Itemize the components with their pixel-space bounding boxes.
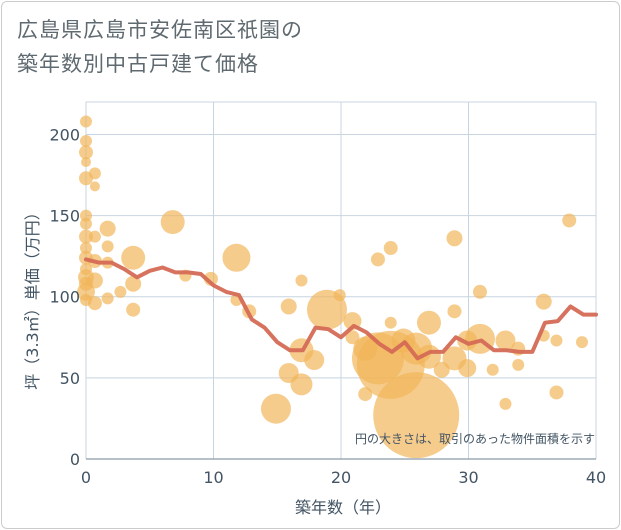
bubble-point (102, 240, 114, 252)
bubble-point (281, 298, 297, 314)
bubble-point (222, 244, 250, 272)
bubble-point (473, 285, 487, 299)
bubble-point (562, 213, 576, 227)
bubble-point (88, 296, 102, 310)
bubble-point (512, 359, 524, 371)
bubble-series (77, 115, 588, 458)
size-annotation: 円の大きさは、取引のあった物件面積を示す (355, 431, 595, 446)
bubble-point (261, 394, 291, 424)
bubble-point (446, 230, 462, 246)
x-tick-label: 40 (586, 468, 606, 487)
chart-grid (86, 102, 596, 459)
x-tick-label: 0 (81, 468, 91, 487)
bubble-point (334, 289, 346, 301)
bubble-point (80, 115, 92, 127)
bubble-point (90, 181, 100, 191)
bubble-point (80, 135, 92, 147)
bubble-point (126, 303, 140, 317)
bubble-point (417, 311, 441, 335)
bubble-point (81, 157, 91, 167)
bubble-point (89, 167, 101, 179)
bubble-point (550, 335, 562, 347)
bubble-point (295, 275, 307, 287)
bubble-point (80, 218, 92, 230)
x-tick-label: 30 (458, 468, 478, 487)
bubble-point (447, 304, 461, 318)
bubble-point (385, 317, 397, 329)
bubble-point (161, 210, 185, 234)
bubble-point (89, 231, 101, 243)
bubble-point (458, 359, 476, 377)
bubble-point (100, 221, 116, 237)
y-tick-label: 200 (49, 125, 80, 144)
bubble-point (121, 246, 145, 270)
price-scatter-chart: 0 10 20 30 40 0 50 100 150 200 円の大きさは、取引のあった物件面積を… (0, 0, 621, 530)
y-tick-label: 100 (49, 288, 80, 307)
y-tick-label: 50 (60, 369, 80, 388)
bubble-point (549, 385, 563, 399)
bubble-point (304, 350, 324, 370)
bubble-point (102, 292, 114, 304)
bubble-point (536, 294, 552, 310)
bubble-point (114, 286, 126, 298)
y-tick-label: 150 (49, 207, 80, 226)
bubble-point (487, 364, 499, 376)
x-tick-label: 20 (331, 468, 351, 487)
bubble-point (576, 336, 588, 348)
x-tick-label: 10 (203, 468, 223, 487)
x-axis-label: 築年数（年） (295, 498, 391, 517)
bubble-point (499, 398, 511, 410)
y-tick-label: 0 (70, 450, 80, 469)
bubble-point (87, 273, 103, 289)
y-axis-label: 坪（3.3㎡）単価（万円） (23, 204, 42, 389)
bubble-point (384, 241, 398, 255)
bubble-point (290, 373, 312, 395)
bubble-point (371, 252, 385, 266)
